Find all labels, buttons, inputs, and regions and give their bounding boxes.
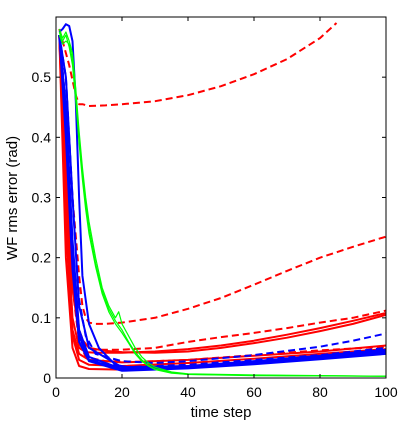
x-tick-label: 60: [246, 384, 262, 400]
y-axis-ticks: 0 0.1 0.2 0.3 0.4 0.5: [32, 69, 386, 386]
y-tick-label: 0.2: [32, 250, 52, 266]
series-layer: [58, 22, 387, 377]
y-tick-label: 0: [43, 370, 51, 386]
series-line-red-4: [58, 35, 387, 363]
series-line-red-5: [58, 35, 387, 354]
series-line-blue-10: [58, 34, 387, 364]
x-tick-label: 20: [114, 384, 130, 400]
y-tick-label: 0.5: [32, 69, 52, 85]
y-axis-label: WF rms error (rad): [4, 136, 21, 260]
x-tick-label: 80: [312, 384, 328, 400]
series-line-red-3: [58, 35, 387, 351]
x-axis-label: time step: [191, 404, 252, 421]
series-line-red-7: [58, 35, 387, 364]
y-tick-label: 0.4: [32, 129, 52, 145]
y-tick-label: 0.1: [32, 310, 52, 326]
x-axis-ticks: 0 20 40 60 80 100: [52, 17, 398, 400]
series-line-green-19: [58, 34, 387, 377]
series-line-blue-12: [58, 23, 387, 370]
series-line-blue-15: [58, 34, 387, 369]
x-tick-label: 0: [52, 384, 60, 400]
y-tick-label: 0.3: [32, 190, 52, 206]
x-tick-label: 40: [180, 384, 196, 400]
series-line-red-2: [58, 35, 387, 325]
series-line-blue-16: [58, 35, 387, 371]
x-tick-label: 100: [374, 384, 398, 400]
series-line-red-1: [58, 22, 338, 107]
